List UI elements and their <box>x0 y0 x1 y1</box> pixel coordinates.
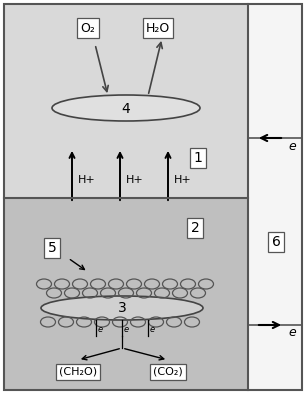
Bar <box>4 198 248 390</box>
Text: 3: 3 <box>118 301 126 315</box>
Ellipse shape <box>52 95 200 121</box>
Text: (CO₂): (CO₂) <box>153 367 183 377</box>
Text: e: e <box>288 139 296 152</box>
Text: e: e <box>124 325 129 335</box>
Text: H+: H+ <box>126 175 144 185</box>
Text: (CH₂O): (CH₂O) <box>59 367 97 377</box>
Text: e: e <box>150 325 155 335</box>
Bar <box>4 4 248 198</box>
Ellipse shape <box>41 296 203 320</box>
Text: 2: 2 <box>191 221 200 235</box>
Text: e: e <box>288 327 296 340</box>
Text: O₂: O₂ <box>80 22 95 35</box>
Text: 6: 6 <box>271 235 280 249</box>
Text: H+: H+ <box>174 175 192 185</box>
Text: H+: H+ <box>78 175 96 185</box>
Text: 5: 5 <box>48 241 56 255</box>
Text: 4: 4 <box>121 102 130 116</box>
Text: e: e <box>98 325 103 335</box>
Bar <box>248 4 302 390</box>
Text: H₂O: H₂O <box>146 22 170 35</box>
Text: 1: 1 <box>194 151 203 165</box>
